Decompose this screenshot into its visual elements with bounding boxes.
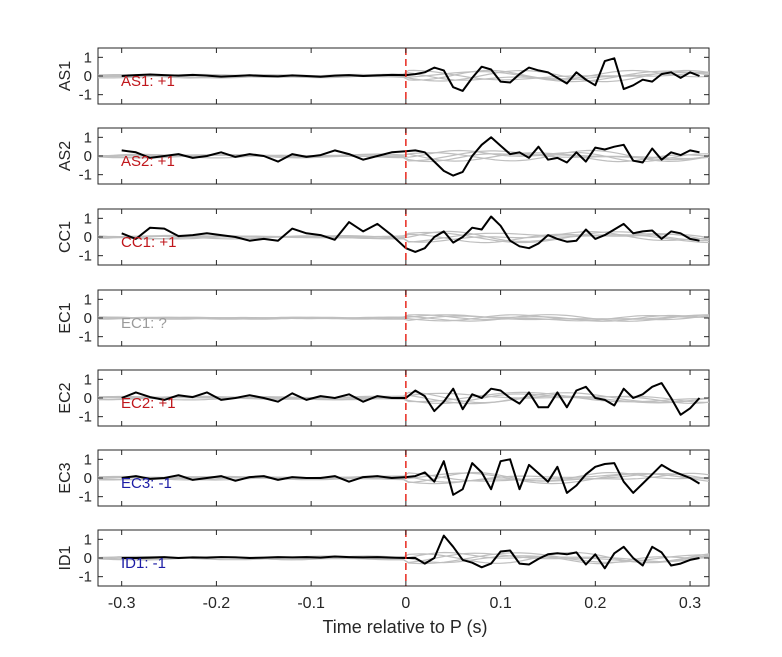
panels: 1 0 -1 AS1 AS1: +1 1 0 -1 AS2 AS2: +1 1 0 -1 CC1 CC1: … bbox=[57, 47, 710, 587]
polarity-label: EC1: ? bbox=[121, 315, 167, 332]
polarity-label: EC3: -1 bbox=[121, 475, 172, 492]
panel-ec3: 1 0 -1 EC3 EC3: -1 bbox=[57, 449, 710, 507]
y-axis-label: AS2 bbox=[57, 141, 74, 171]
panel-cc1: 1 0 -1 CC1 CC1: +1 bbox=[57, 208, 710, 266]
x-tick-label: -0.3 bbox=[108, 595, 136, 612]
y-tick-label: 1 bbox=[84, 451, 92, 468]
polarity-label: EC2: +1 bbox=[121, 395, 176, 412]
polarity-label: CC1: +1 bbox=[121, 234, 176, 251]
background-trace bbox=[97, 314, 710, 322]
y-axis-label: AS1 bbox=[57, 61, 74, 91]
background-trace bbox=[97, 232, 710, 244]
polarity-label: ID1: -1 bbox=[121, 555, 166, 572]
y-tick-label: -1 bbox=[79, 409, 92, 426]
x-tick-label: 0 bbox=[401, 595, 410, 612]
background-trace bbox=[97, 149, 710, 163]
x-axis-label: Time relative to P (s) bbox=[322, 617, 487, 637]
y-axis-label: ID1 bbox=[57, 545, 74, 570]
polarity-label: AS1: +1 bbox=[121, 73, 175, 90]
y-tick-label: -1 bbox=[79, 569, 92, 586]
background-trace bbox=[97, 69, 710, 81]
y-tick-label: 0 bbox=[84, 68, 92, 85]
y-axis-label: EC3 bbox=[57, 462, 74, 493]
waveform-trace bbox=[121, 215, 700, 253]
y-tick-label: 1 bbox=[84, 210, 92, 227]
y-axis-label: EC2 bbox=[57, 382, 74, 413]
waveform-trace bbox=[121, 57, 700, 92]
y-tick-label: 0 bbox=[84, 550, 92, 567]
y-tick-label: 0 bbox=[84, 470, 92, 487]
y-tick-label: 1 bbox=[84, 531, 92, 548]
x-tick-label: -0.1 bbox=[297, 595, 325, 612]
y-tick-label: 0 bbox=[84, 148, 92, 165]
waveform-trace bbox=[121, 534, 700, 570]
panel-id1: 1 0 -1 ID1 ID1: -1 bbox=[57, 529, 710, 587]
y-tick-label: -1 bbox=[79, 167, 92, 184]
y-tick-label: -1 bbox=[79, 87, 92, 104]
y-axis-label: EC1 bbox=[57, 302, 74, 333]
y-tick-label: 0 bbox=[84, 390, 92, 407]
panel-as2: 1 0 -1 AS2 AS2: +1 bbox=[57, 127, 710, 185]
y-tick-label: -1 bbox=[79, 329, 92, 346]
y-tick-label: 0 bbox=[84, 229, 92, 246]
x-tick-label: 0.1 bbox=[489, 595, 511, 612]
x-tick-label: 0.3 bbox=[679, 595, 701, 612]
x-tick-label: -0.2 bbox=[203, 595, 231, 612]
waveform-trace bbox=[121, 136, 700, 177]
background-trace bbox=[97, 314, 709, 322]
waveform-trace bbox=[121, 382, 701, 416]
x-tick-labels: -0.3 -0.2 -0.1 0 0.1 0.2 0.3 bbox=[108, 595, 701, 612]
waveform-trace bbox=[121, 458, 701, 496]
y-tick-label: 1 bbox=[84, 129, 92, 146]
x-tick-label: 0.2 bbox=[584, 595, 606, 612]
y-tick-label: 1 bbox=[84, 49, 92, 66]
y-axis-label: CC1 bbox=[57, 221, 74, 253]
polarity-label: AS2: +1 bbox=[121, 153, 175, 170]
y-tick-label: -1 bbox=[79, 248, 92, 265]
background-trace bbox=[97, 149, 710, 163]
y-tick-label: 1 bbox=[84, 291, 92, 308]
y-tick-label: 1 bbox=[84, 371, 92, 388]
y-tick-label: 0 bbox=[84, 310, 92, 327]
panel-ec1: 1 0 -1 EC1 EC1: ? bbox=[57, 289, 710, 347]
panel-ec2: 1 0 -1 EC2 EC2: +1 bbox=[57, 369, 710, 427]
panel-as1: 1 0 -1 AS1 AS1: +1 bbox=[57, 47, 710, 105]
y-tick-label: -1 bbox=[79, 489, 92, 506]
background-trace bbox=[97, 472, 710, 485]
